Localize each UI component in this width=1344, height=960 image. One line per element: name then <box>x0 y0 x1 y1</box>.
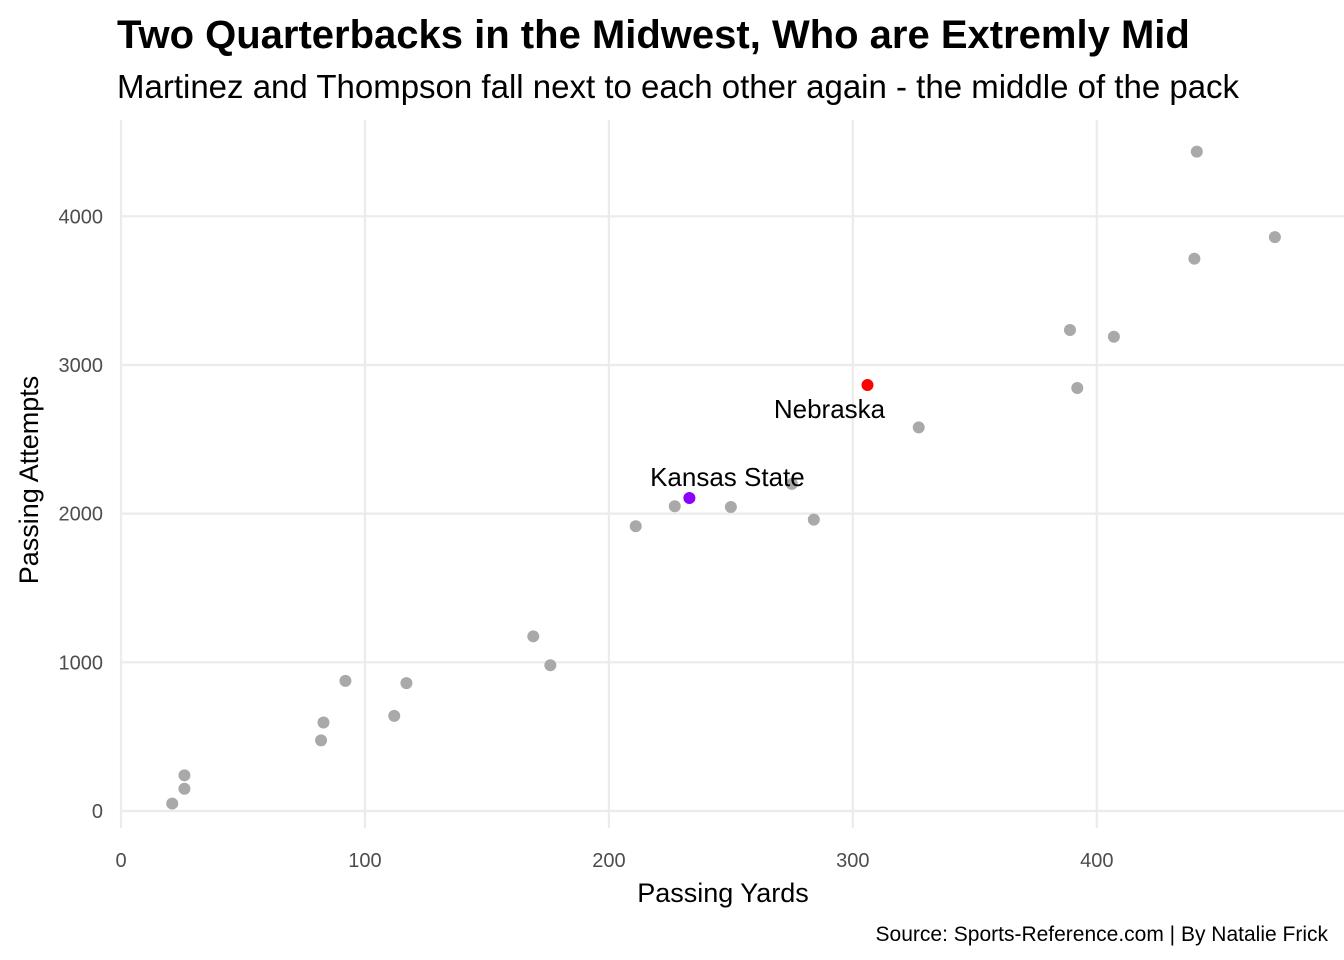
data-point <box>1268 231 1281 244</box>
y-tick-label: 4000 <box>59 206 104 228</box>
data-point <box>1188 252 1201 265</box>
x-tick-label: 100 <box>348 850 381 872</box>
x-axis-title: Passing Yards <box>637 878 809 908</box>
data-point <box>544 659 557 672</box>
y-axis-title: Passing Attempts <box>14 376 44 585</box>
data-point <box>1071 382 1084 395</box>
grid-layer <box>119 120 1344 828</box>
y-tick-label: 2000 <box>59 504 104 526</box>
data-point <box>1107 330 1120 343</box>
x-tick-label: 0 <box>115 850 126 872</box>
data-point <box>724 500 737 513</box>
data-point <box>527 630 540 643</box>
chart-caption: Source: Sports-Reference.com | By Natali… <box>876 923 1329 946</box>
data-point <box>807 513 820 526</box>
data-point <box>912 421 925 434</box>
annotation-nebraska: Nebraska <box>774 394 886 424</box>
data-point <box>315 734 328 747</box>
x-tick-label: 200 <box>592 850 625 872</box>
chart-subtitle: Martinez and Thompson fall next to each … <box>117 68 1240 105</box>
data-point <box>785 477 798 490</box>
data-point <box>178 782 191 795</box>
data-point <box>629 520 642 533</box>
data-point <box>400 677 413 690</box>
y-tick-label: 1000 <box>59 652 104 674</box>
chart-title: Two Quarterbacks in the Midwest, Who are… <box>117 13 1190 57</box>
data-point <box>668 500 681 513</box>
data-point <box>1063 324 1076 337</box>
x-tick-label: 400 <box>1080 850 1113 872</box>
point-layer <box>166 145 1281 810</box>
data-point <box>178 769 191 782</box>
y-tick-label: 0 <box>92 801 103 823</box>
x-tick-label: 300 <box>836 850 869 872</box>
data-point <box>1190 145 1203 158</box>
y-tick-label: 3000 <box>59 355 104 377</box>
annotation-kansas-state: Kansas State <box>650 462 805 492</box>
data-point-kansas-state <box>683 492 696 505</box>
data-point <box>317 716 330 729</box>
data-point-nebraska <box>861 379 874 392</box>
data-point <box>388 709 401 722</box>
data-point <box>339 674 352 687</box>
annotation-layer: Kansas State Nebraska <box>650 394 886 492</box>
data-point <box>166 797 179 810</box>
